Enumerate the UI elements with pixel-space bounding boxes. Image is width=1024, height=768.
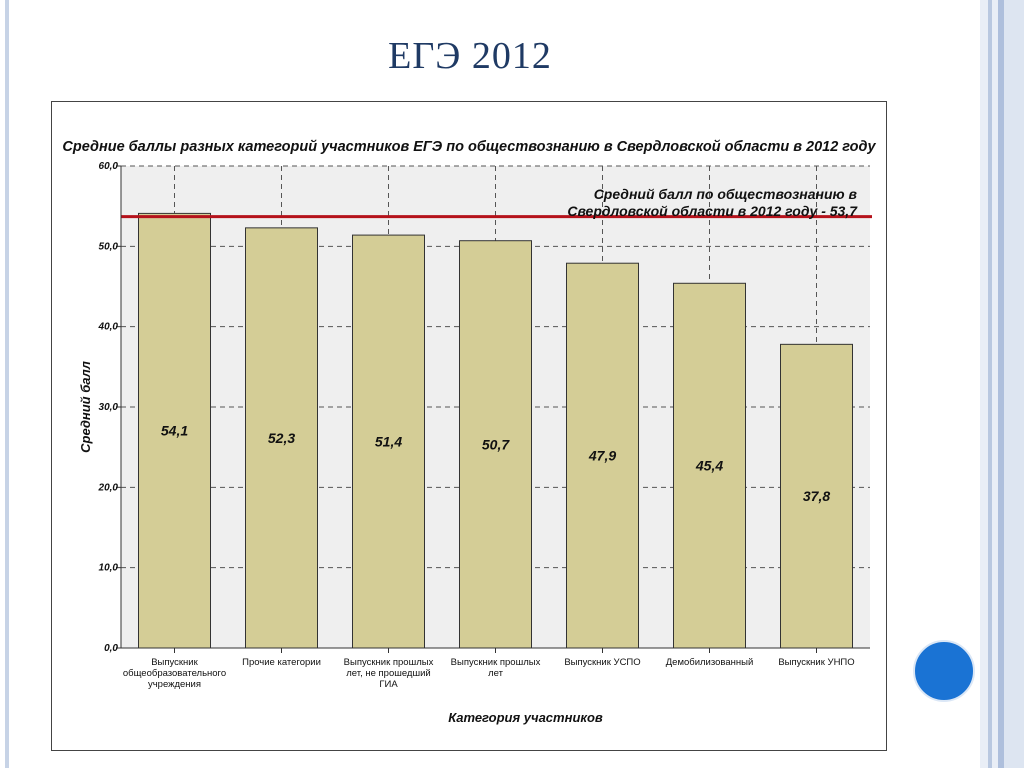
- y-tick-label: 50,0: [99, 241, 119, 252]
- x-category-label: лет: [488, 668, 504, 679]
- bar-value-label: 37,8: [803, 488, 830, 504]
- bar-value-label: 50,7: [482, 436, 510, 452]
- x-category-label: Выпускник УНПО: [778, 657, 854, 668]
- bar-value-label: 52,3: [268, 430, 295, 446]
- bar: [138, 212, 211, 649]
- bar: [352, 234, 425, 649]
- x-category-label: общеобразовательного: [123, 668, 226, 679]
- y-axis-title: Средний балл: [78, 361, 93, 453]
- bar: [459, 240, 532, 649]
- bar-chart: Средние баллы разных категорий участнико…: [62, 139, 876, 725]
- reference-label: Средний балл по обществознанию в Свердлов…: [567, 186, 858, 219]
- bar: [566, 262, 639, 649]
- y-tick-label: 20,0: [98, 482, 119, 493]
- bar-value-label: 54,1: [161, 423, 188, 439]
- reference-label-line: Средний балл по обществознанию в: [594, 186, 858, 202]
- bar: [780, 343, 853, 649]
- value-labels: 54,1 52,3 51,4 50,7 47,9 45,4 37,8: [161, 423, 830, 504]
- x-category-label: Демобилизованный: [666, 657, 754, 668]
- reference-label-line: Свердловской области в 2012 году - 53,7: [567, 203, 858, 219]
- bar-value-label: 47,9: [588, 448, 616, 464]
- chart-title: Средние баллы разных категорий участнико…: [62, 139, 876, 155]
- bar: [673, 282, 746, 649]
- bar-value-label: 51,4: [375, 434, 402, 450]
- bars: [138, 212, 853, 649]
- x-category-label: ГИА: [379, 679, 398, 690]
- x-category-label: Выпускник: [151, 657, 198, 668]
- decorative-circle: [913, 640, 975, 702]
- y-tick-label: 0,0: [104, 643, 118, 654]
- x-category-label: Выпускник прошлых: [344, 657, 434, 668]
- x-category-label: учреждения: [148, 679, 201, 690]
- x-axis-title: Категория участников: [448, 710, 603, 725]
- x-category-label: лет, не прошедший: [346, 668, 430, 679]
- x-category-label: Выпускник прошлых: [451, 657, 541, 668]
- left-frame-stripe: [5, 0, 9, 768]
- slide-title: ЕГЭ 2012: [388, 35, 552, 77]
- y-axis-ticks: 0,0 10,0 20,0 30,0 40,0 50,0 60,0: [98, 161, 121, 654]
- chart-container: Средние баллы разных категорий участнико…: [51, 101, 887, 751]
- y-tick-label: 60,0: [99, 161, 119, 172]
- x-category-label: Прочие категории: [242, 657, 321, 668]
- right-frame-stripes: [980, 0, 1024, 768]
- y-tick-label: 10,0: [99, 563, 119, 574]
- y-tick-label: 40,0: [98, 322, 119, 333]
- bar-value-label: 45,4: [695, 458, 723, 474]
- x-category-label: Выпускник УСПО: [564, 657, 640, 668]
- y-tick-label: 30,0: [99, 402, 119, 413]
